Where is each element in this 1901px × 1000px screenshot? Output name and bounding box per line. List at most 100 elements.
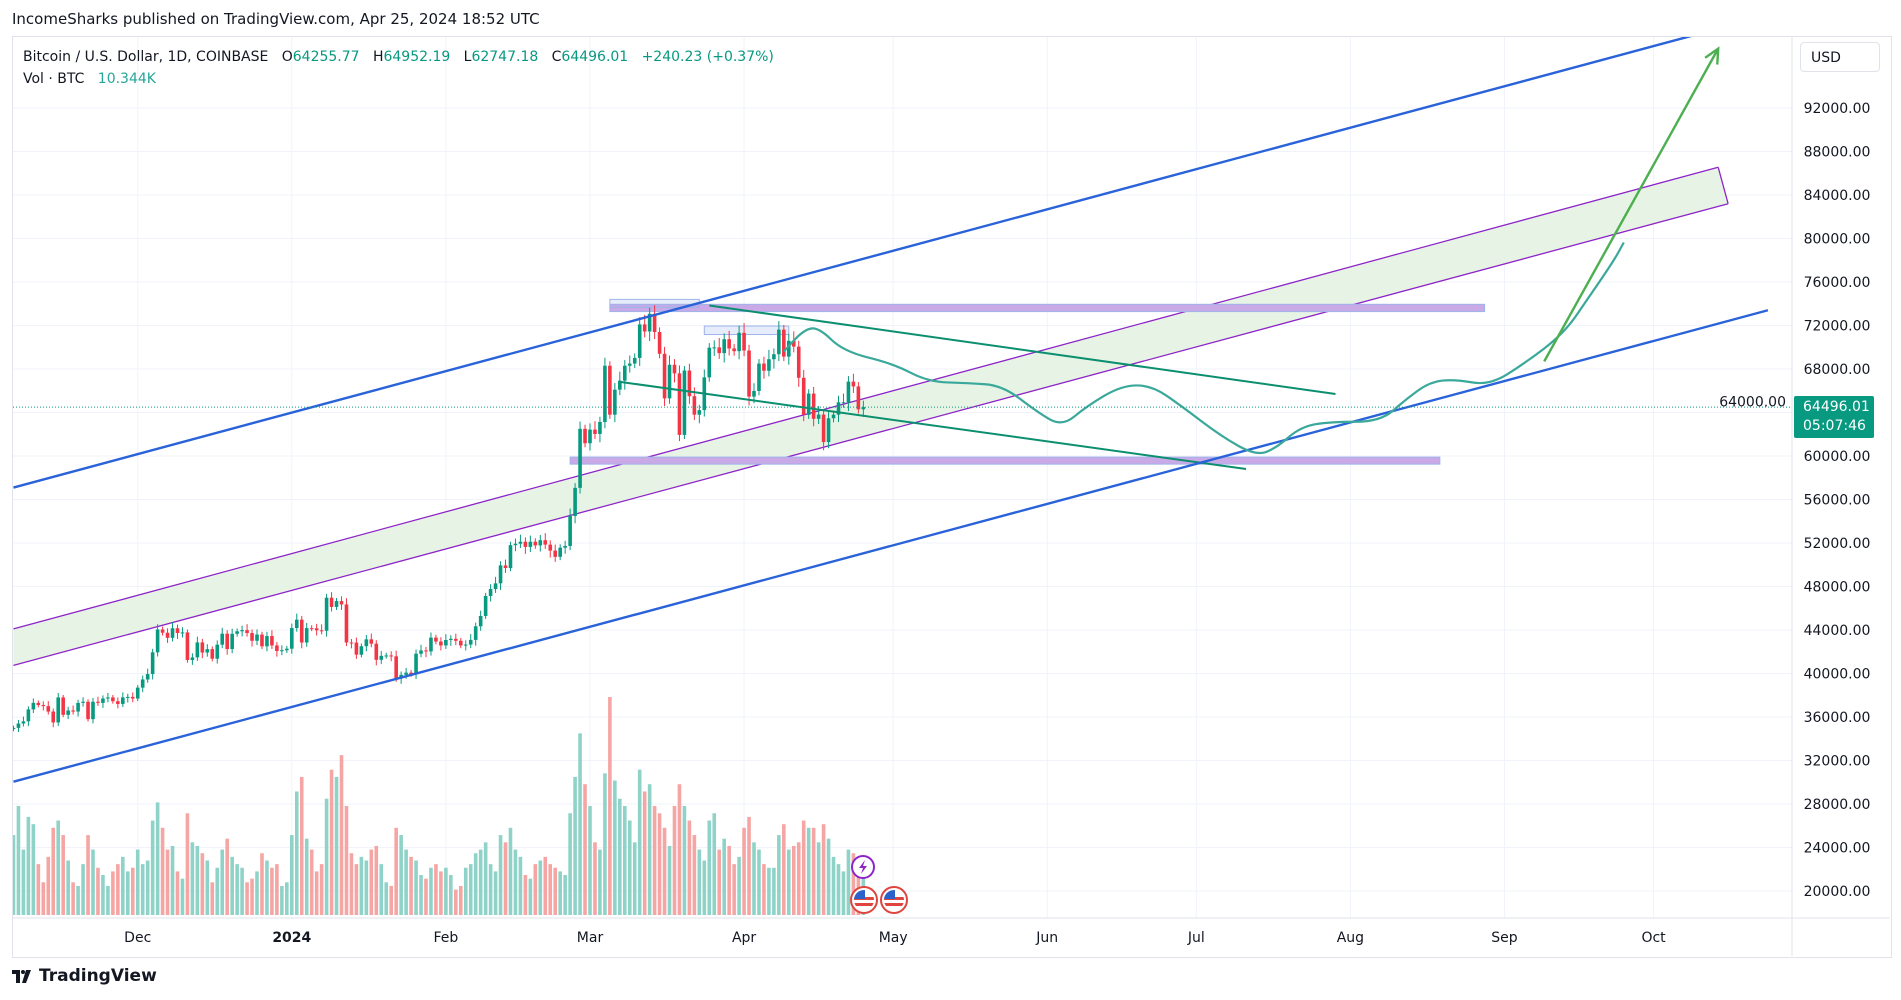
volume-bar — [672, 806, 677, 915]
candle-body — [61, 697, 65, 715]
volume-bar — [722, 838, 726, 915]
y-tick-label: 24000.00 — [1804, 841, 1871, 857]
volume-bar — [160, 827, 165, 915]
candle-body — [637, 324, 642, 358]
candle-body — [111, 697, 115, 702]
volume-bar — [757, 849, 761, 915]
close-value: 64496.01 — [561, 49, 629, 65]
candle-body — [528, 541, 533, 547]
volume-bar — [717, 849, 722, 915]
candle-body — [270, 636, 274, 646]
volume-bar — [91, 849, 95, 915]
volume-bar — [225, 838, 229, 915]
volume-bar — [399, 835, 403, 915]
volume-bar — [280, 885, 284, 915]
volume-bar — [409, 856, 413, 915]
volume-bar — [707, 820, 712, 915]
candle-body — [409, 672, 413, 675]
candle-body — [613, 389, 617, 415]
candle-body — [737, 332, 741, 352]
candle-body — [821, 414, 826, 443]
candle-body — [583, 428, 587, 444]
lightning-event-icon[interactable] — [851, 855, 875, 879]
volume-bar — [801, 820, 806, 915]
symbol-title[interactable]: Bitcoin / U.S. Dollar, 1D, COINBASE — [23, 49, 269, 65]
volume-label[interactable]: Vol · BTC — [23, 71, 85, 87]
volume-bar — [777, 835, 781, 915]
volume-bar — [434, 864, 438, 915]
y-tick-label: 72000.00 — [1804, 319, 1871, 335]
volume-bar — [125, 871, 130, 915]
candle-body — [454, 638, 458, 641]
candle-body — [21, 721, 26, 724]
plot-area[interactable] — [12, 34, 1792, 915]
candle-body — [493, 583, 498, 590]
volume-bar — [787, 849, 791, 915]
volume-bar — [215, 867, 220, 915]
volume-bar — [697, 849, 702, 915]
volume-bar — [588, 806, 592, 915]
volume-bar — [568, 813, 572, 915]
candle-body — [344, 604, 349, 643]
volume-bar — [767, 867, 771, 915]
candle-body — [155, 629, 160, 653]
volume-bar — [404, 849, 408, 915]
y-tick-label: 68000.00 — [1804, 362, 1871, 378]
volume-row: Vol · BTC 10.344K — [23, 68, 774, 90]
x-tick-label: Mar — [577, 930, 604, 946]
volume-bar — [56, 820, 61, 915]
candle-body — [304, 628, 309, 643]
volume-bar — [752, 842, 756, 915]
candle-body — [757, 363, 761, 391]
chart-frame — [12, 36, 1892, 958]
candle-body — [56, 697, 61, 723]
candle-body — [717, 347, 722, 354]
candle-body — [374, 643, 379, 660]
tradingview-logo-icon — [12, 969, 31, 983]
volume-bar — [627, 820, 632, 915]
volume-bar — [702, 860, 707, 915]
candle-body — [215, 644, 220, 659]
candle-body — [309, 628, 314, 630]
candle-body — [81, 701, 85, 703]
x-tick-label: 2024 — [272, 930, 311, 946]
x-tick-label: May — [879, 930, 908, 946]
candle-body — [831, 414, 836, 419]
volume-bar — [806, 827, 811, 915]
volume-bar — [155, 802, 160, 915]
us-flag-event-icon[interactable] — [880, 886, 908, 914]
candle-body — [165, 632, 170, 638]
candle-body — [260, 634, 264, 647]
volume-bar — [796, 842, 801, 915]
candle-body — [394, 656, 398, 679]
candle-body — [419, 650, 423, 654]
volume-bar — [578, 733, 582, 915]
candle-body — [280, 650, 284, 652]
descending-trendline-lower — [619, 380, 1247, 471]
volume-bar — [846, 849, 851, 915]
candle-body — [135, 687, 140, 699]
candle-body — [91, 701, 95, 720]
candle-body — [578, 428, 582, 488]
tradingview-logo[interactable]: TradingView — [12, 966, 157, 986]
volume-bar — [240, 867, 244, 915]
volume-bar — [36, 864, 41, 915]
volume-bar — [772, 867, 776, 915]
candle-body — [434, 637, 438, 642]
candle-body — [632, 357, 637, 364]
y-tick-label: 88000.00 — [1804, 145, 1871, 161]
volume-bar — [449, 875, 453, 915]
candle-body — [473, 626, 478, 640]
candle-body — [13, 727, 16, 729]
volume-bar — [319, 864, 324, 915]
candle-body — [846, 381, 851, 403]
volume-bar — [622, 806, 627, 915]
volume-bar — [821, 824, 826, 915]
us-flag-event-icon[interactable] — [850, 886, 878, 914]
volume-bar — [478, 849, 483, 915]
currency-button[interactable]: USD — [1800, 42, 1880, 72]
candle-body — [389, 655, 393, 657]
volume-bar — [737, 856, 741, 915]
candle-body — [618, 380, 622, 390]
